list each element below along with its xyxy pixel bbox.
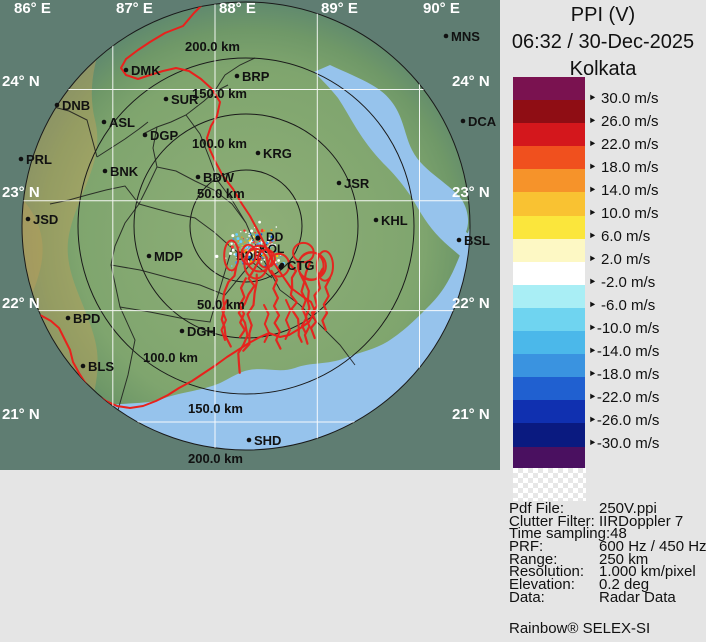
svg-text:23° N: 23° N: [452, 184, 490, 201]
svg-text:MNS: MNS: [451, 29, 480, 44]
svg-text:90° E: 90° E: [423, 0, 460, 17]
svg-text:24° N: 24° N: [2, 73, 40, 90]
svg-text:KHL: KHL: [381, 213, 408, 228]
svg-text:ASL: ASL: [109, 115, 135, 130]
svg-text:50.0 km: 50.0 km: [197, 297, 245, 312]
svg-text:BRP: BRP: [242, 69, 270, 84]
svg-text:89° E: 89° E: [321, 0, 358, 17]
svg-text:100.0 km: 100.0 km: [143, 350, 198, 365]
svg-text:24° N: 24° N: [452, 73, 490, 90]
svg-text:200.0 km: 200.0 km: [185, 39, 240, 54]
svg-text:BPD: BPD: [73, 311, 100, 326]
svg-text:DMK: DMK: [131, 63, 161, 78]
svg-text:DCA: DCA: [468, 114, 497, 129]
svg-text:PRL: PRL: [26, 152, 52, 167]
svg-text:SHD: SHD: [254, 433, 281, 448]
svg-text:150.0 km: 150.0 km: [192, 86, 247, 101]
svg-text:200.0 km: 200.0 km: [188, 451, 243, 466]
svg-text:MDP: MDP: [154, 249, 183, 264]
svg-text:DGP: DGP: [150, 128, 179, 143]
svg-text:BSL: BSL: [464, 233, 490, 248]
svg-text:21° N: 21° N: [2, 406, 40, 423]
svg-text:CTG: CTG: [287, 258, 314, 273]
svg-text:DGH: DGH: [187, 324, 216, 339]
svg-text:100.0 km: 100.0 km: [192, 136, 247, 151]
svg-text:SUR: SUR: [171, 92, 199, 107]
svg-text:87° E: 87° E: [116, 0, 153, 17]
svg-text:150.0 km: 150.0 km: [188, 401, 243, 416]
svg-text:21° N: 21° N: [452, 406, 490, 423]
svg-text:22° N: 22° N: [452, 295, 490, 312]
svg-text:50.0 km: 50.0 km: [197, 186, 245, 201]
svg-text:23° N: 23° N: [2, 184, 40, 201]
svg-text:KRG: KRG: [263, 146, 292, 161]
svg-text:JSD: JSD: [33, 212, 58, 227]
svg-text:22° N: 22° N: [2, 295, 40, 312]
svg-text:BDW: BDW: [203, 170, 235, 185]
svg-text:86° E: 86° E: [14, 0, 51, 17]
svg-text:JSR: JSR: [344, 176, 370, 191]
svg-text:DNB: DNB: [62, 98, 90, 113]
svg-text:BNK: BNK: [110, 164, 139, 179]
svg-text:88° E: 88° E: [219, 0, 256, 17]
svg-text:BLS: BLS: [88, 359, 114, 374]
